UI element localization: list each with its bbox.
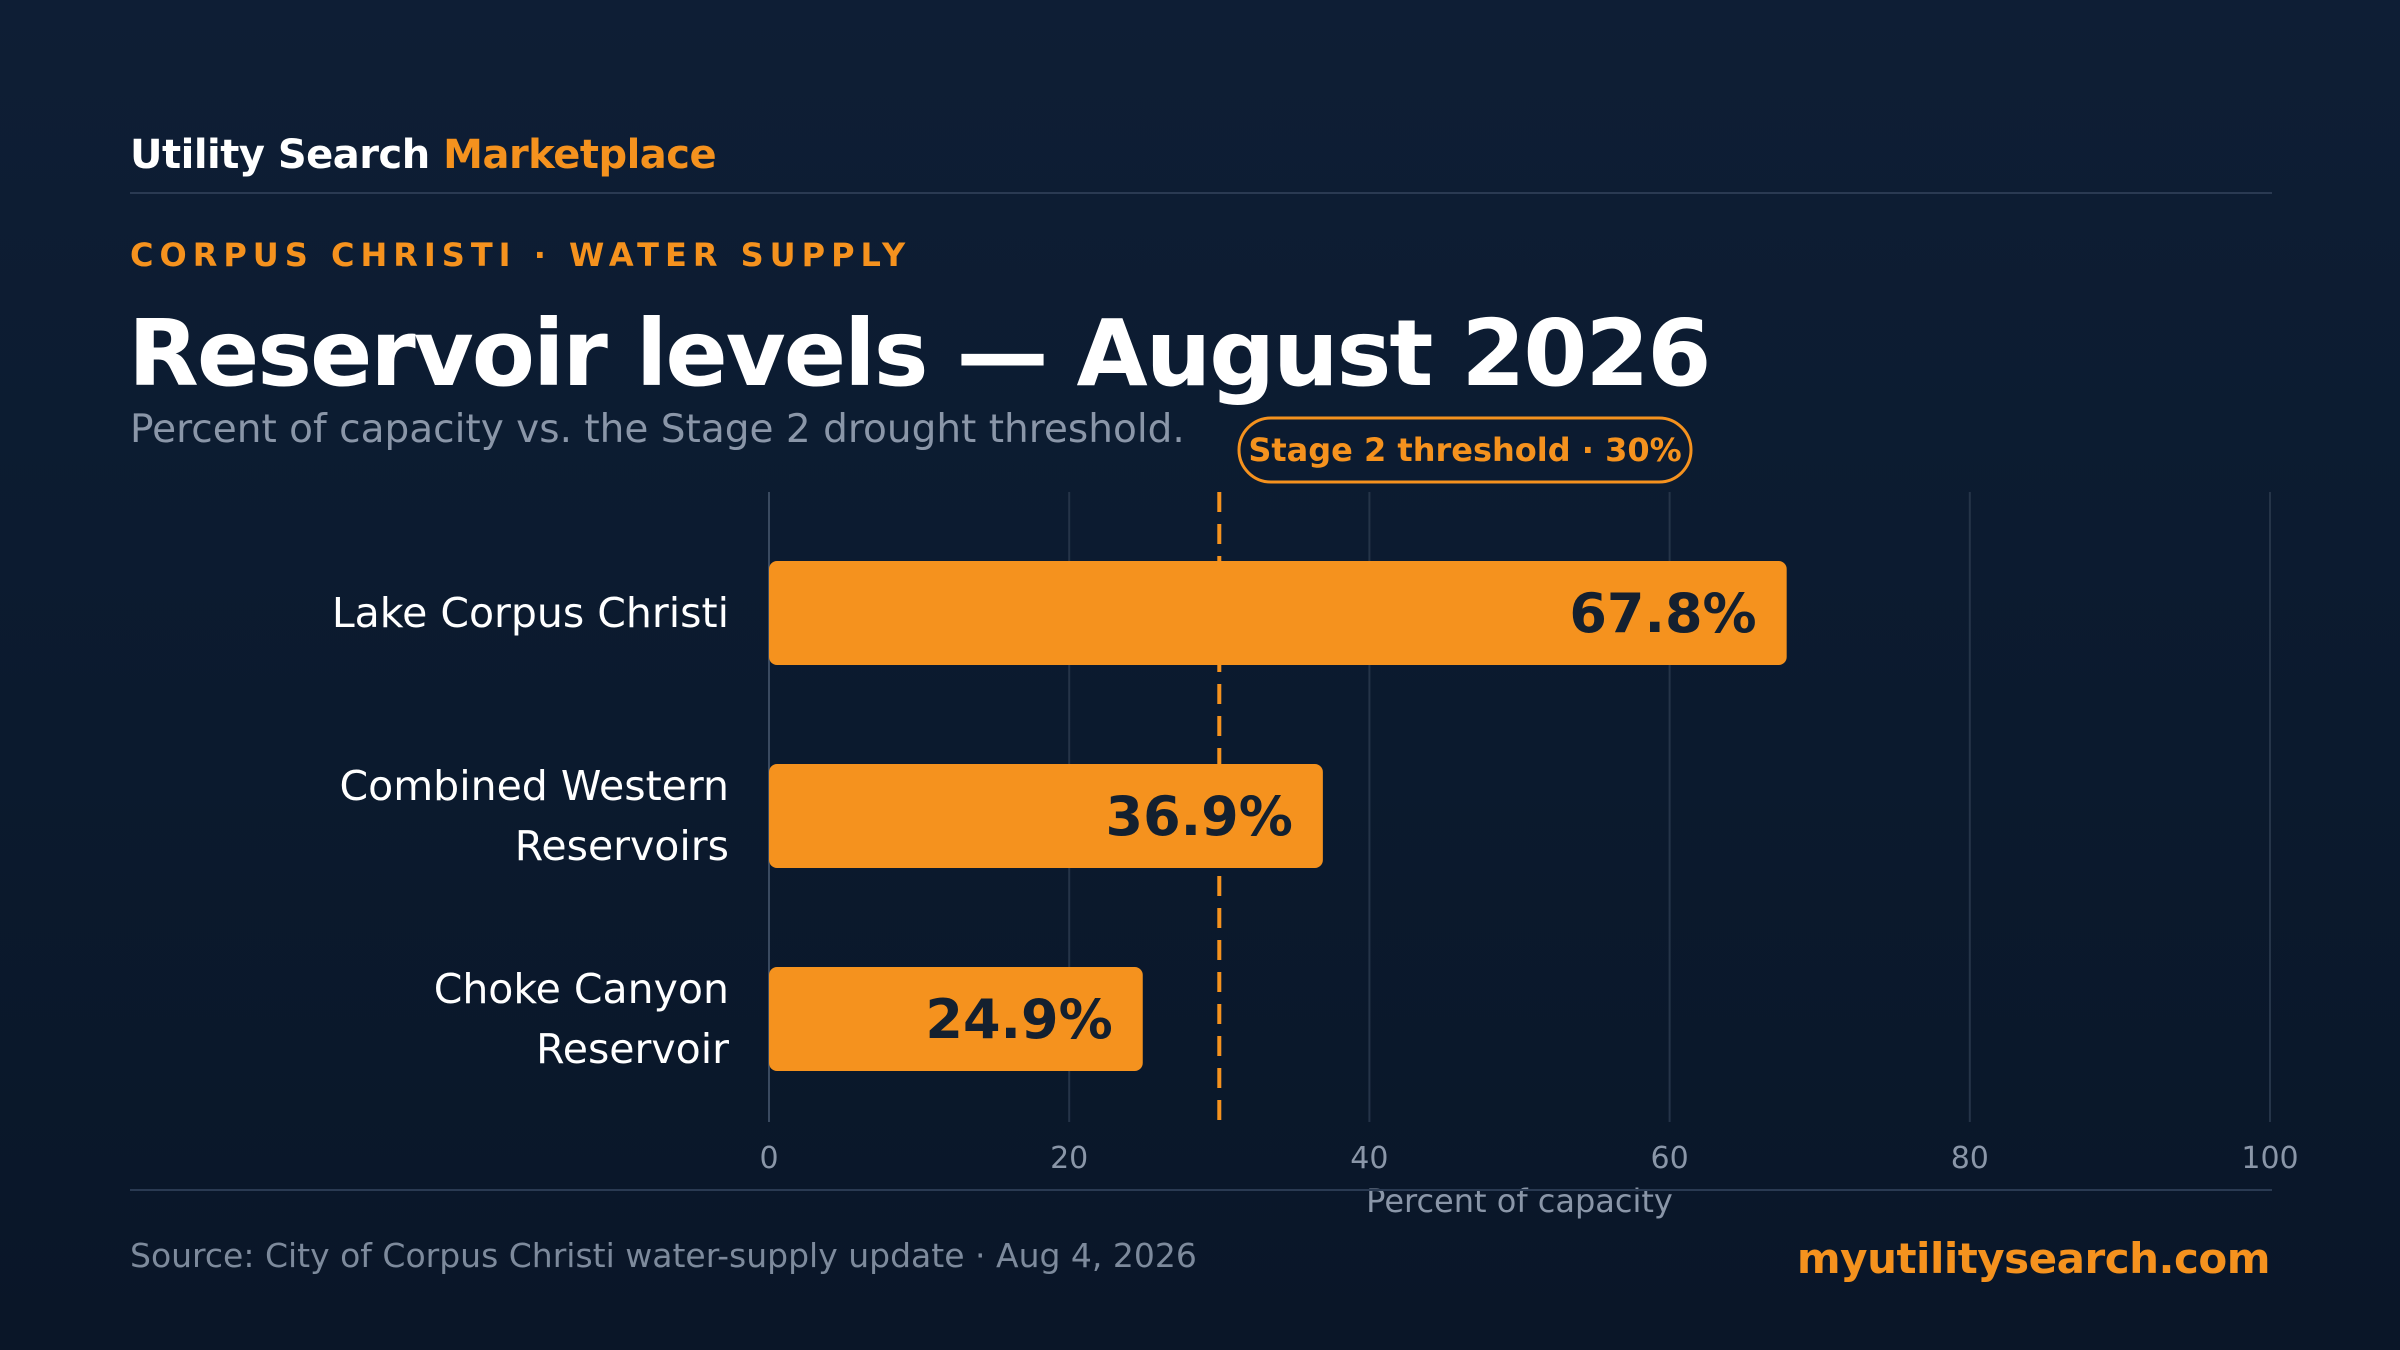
page-title: Reservoir levels — August 2026 [128, 300, 1711, 407]
brand-name-accent: Marketplace [443, 132, 717, 178]
eyebrow-label: CORPUS CHRISTI · WATER SUPPLY [130, 236, 912, 274]
bar [769, 967, 1143, 1071]
bar [769, 561, 1787, 665]
x-tick-label: 20 [1050, 1141, 1088, 1176]
brand-name: Utility Search [130, 132, 430, 178]
chart-bars [769, 561, 1787, 1071]
bar-value-label: 36.9% [1106, 785, 1293, 848]
source-note: Source: City of Corpus Christi water-sup… [130, 1236, 1197, 1275]
threshold-badge-label: Stage 2 threshold · 30% [1248, 431, 1681, 469]
x-tick-label: 100 [2241, 1141, 2298, 1176]
x-tick-label: 0 [759, 1141, 778, 1176]
page-subtitle: Percent of capacity vs. the Stage 2 drou… [130, 407, 1185, 452]
category-label: Choke Canyon [434, 965, 729, 1013]
x-tick-label: 80 [1951, 1141, 1989, 1176]
threshold-marker: Stage 2 threshold · 30% [1217, 416, 1693, 1122]
bar-value-label: 67.8% [1569, 582, 1756, 645]
footer-divider [130, 1189, 2272, 1191]
threshold-badge [1237, 416, 1693, 484]
x-tick-label: 40 [1350, 1141, 1388, 1176]
brand-logo: Utility Search Marketplace [130, 132, 717, 178]
chart-labels: 0 20 40 60 80 100 Percent of capacity 67.8% Lake… [332, 582, 2299, 1220]
category-label: Reservoirs [515, 822, 729, 870]
x-tick-label: 60 [1651, 1141, 1689, 1176]
header-divider [130, 192, 2272, 194]
site-url: myutilitysearch.com [1796, 1234, 2271, 1283]
category-label: Lake Corpus Christi [332, 589, 729, 637]
bar-value-label: 24.9% [925, 988, 1112, 1051]
category-label: Reservoir [536, 1025, 729, 1073]
bar [769, 764, 1323, 868]
category-label: Combined Western [340, 762, 729, 810]
x-axis-title: Percent of capacity [1366, 1182, 1673, 1220]
